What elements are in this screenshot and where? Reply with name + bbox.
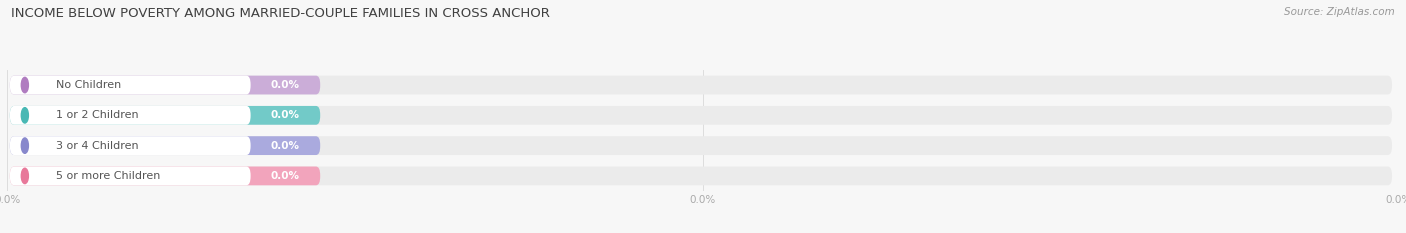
Text: No Children: No Children: [56, 80, 121, 90]
FancyBboxPatch shape: [10, 136, 250, 155]
FancyBboxPatch shape: [10, 76, 321, 94]
Circle shape: [21, 138, 28, 153]
Circle shape: [21, 168, 28, 184]
Text: 5 or more Children: 5 or more Children: [56, 171, 160, 181]
Text: 0.0%: 0.0%: [271, 141, 299, 151]
FancyBboxPatch shape: [10, 76, 1392, 94]
Text: Source: ZipAtlas.com: Source: ZipAtlas.com: [1284, 7, 1395, 17]
Text: 0.0%: 0.0%: [271, 171, 299, 181]
Circle shape: [21, 108, 28, 123]
FancyBboxPatch shape: [10, 76, 250, 94]
FancyBboxPatch shape: [10, 106, 250, 125]
Text: 0.0%: 0.0%: [271, 110, 299, 120]
FancyBboxPatch shape: [10, 136, 1392, 155]
FancyBboxPatch shape: [10, 167, 250, 185]
Text: 1 or 2 Children: 1 or 2 Children: [56, 110, 138, 120]
FancyBboxPatch shape: [10, 106, 1392, 125]
Text: INCOME BELOW POVERTY AMONG MARRIED-COUPLE FAMILIES IN CROSS ANCHOR: INCOME BELOW POVERTY AMONG MARRIED-COUPL…: [11, 7, 550, 20]
FancyBboxPatch shape: [10, 106, 321, 125]
Text: 0.0%: 0.0%: [271, 80, 299, 90]
FancyBboxPatch shape: [10, 136, 321, 155]
Circle shape: [21, 77, 28, 93]
Text: 3 or 4 Children: 3 or 4 Children: [56, 141, 138, 151]
FancyBboxPatch shape: [10, 167, 321, 185]
FancyBboxPatch shape: [10, 167, 1392, 185]
